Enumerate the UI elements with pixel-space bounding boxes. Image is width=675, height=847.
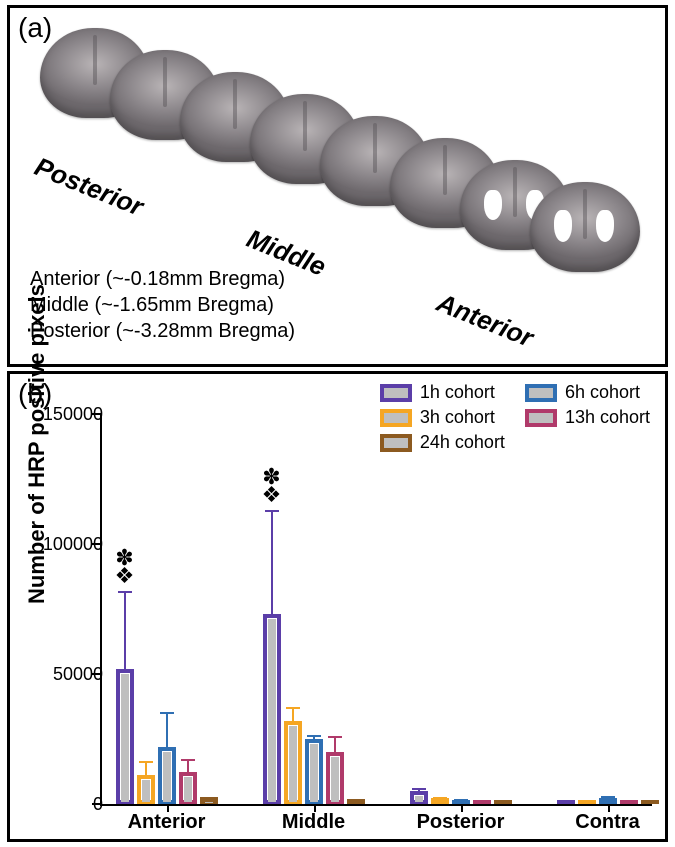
x-tick-label: Middle [282,811,345,834]
error-bar [271,510,273,614]
y-axis-label: Number of HRP positive pixels [24,284,50,604]
error-bar [628,800,630,801]
legend-swatch [380,384,412,402]
legend-swatch [525,384,557,402]
bar [284,721,302,804]
bar [410,791,428,804]
legend-item: 6h cohort [525,382,650,403]
caption-line: Middle (~-1.65mm Bregma) [30,292,295,318]
panel-b: (b) Number of HRP positive pixels 1h coh… [7,371,668,842]
error-bar [145,761,147,775]
error-bar [649,801,651,802]
error-bar [565,801,567,802]
bar [326,752,344,804]
x-tick-label: Contra [575,811,639,834]
plot-area: Anterior✽❖Middle✽❖PosteriorContra [100,414,652,806]
legend-item: 1h cohort [380,382,505,403]
error-bar [586,802,588,803]
significance-mark: ✽❖ [262,468,282,504]
error-bar [313,735,315,739]
label-posterior: Posterior [30,151,147,223]
y-tick-label: 0 [25,794,103,815]
legend-label: 1h cohort [420,382,495,403]
bregma-caption: Anterior (~-0.18mm Bregma) Middle (~-1.6… [30,266,295,344]
bar [347,799,365,804]
error-bar [439,797,441,799]
bar [116,669,134,804]
bar [599,798,617,804]
error-bar [124,591,126,669]
bar [137,775,155,804]
y-tick-label: 50000 [25,664,103,685]
y-tick-label: 100000 [25,534,103,555]
x-tick-label: Posterior [417,811,505,834]
y-tick-label: 150000 [25,404,103,425]
bar [179,772,197,805]
error-bar [460,799,462,800]
bar [158,747,176,804]
bar-chart: Number of HRP positive pixels 1h cohort6… [10,374,665,839]
brain-slice-montage: Posterior Middle Anterior [40,28,650,288]
bar [263,614,281,804]
error-bar [292,707,294,721]
error-bar [166,712,168,747]
significance-mark: ✽❖ [115,549,135,585]
caption-line: Posterior (~-3.28mm Bregma) [30,318,295,344]
panel-a: (a) [7,5,668,367]
error-bar [334,736,336,752]
legend-label: 6h cohort [565,382,640,403]
error-bar [418,788,420,791]
figure: (a) [0,0,675,847]
bar [305,739,323,804]
error-bar [187,759,189,772]
x-tick-label: Anterior [128,811,206,834]
caption-line: Anterior (~-0.18mm Bregma) [30,266,295,292]
label-anterior: Anterior [432,287,537,354]
bar [200,797,218,804]
error-bar [481,801,483,802]
error-bar [607,796,609,798]
error-bar [502,802,504,803]
bar [431,798,449,804]
